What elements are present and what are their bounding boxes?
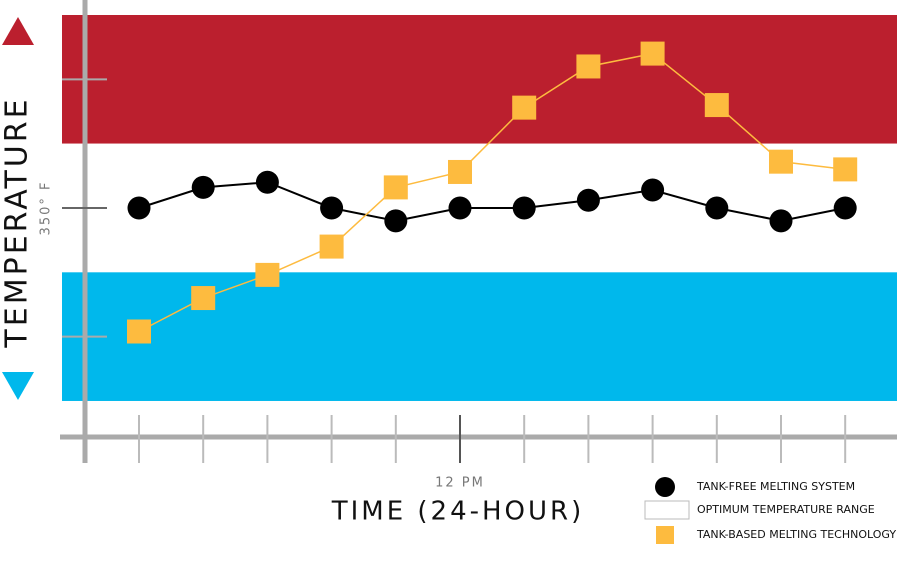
data-point: [512, 196, 536, 220]
data-point: [641, 178, 665, 202]
data-point: [512, 95, 537, 120]
y-axis-label: TEMPERATURE: [0, 96, 35, 348]
data-point: [191, 286, 216, 311]
x-axis-label: TIME (24-HOUR): [331, 497, 585, 527]
legend-label: OPTIMUM TEMPERATURE RANGE: [697, 503, 875, 516]
data-point: [769, 149, 793, 174]
temperature-range: [62, 272, 897, 401]
data-point: [383, 175, 408, 200]
data-point: [384, 209, 408, 233]
data-point: [576, 54, 601, 79]
x-tick-label: 12 PM: [435, 476, 485, 491]
high-arrow: [2, 17, 34, 45]
data-point: [833, 157, 858, 182]
legend-label: TANK-FREE MELTING SYSTEM: [696, 480, 855, 493]
data-point: [319, 234, 344, 259]
data-point: [705, 196, 729, 220]
data-point: [320, 196, 344, 220]
data-point: [255, 170, 279, 194]
data-point: [640, 41, 665, 66]
data-point: [127, 319, 151, 344]
data-point: [576, 188, 600, 212]
low-arrow: [2, 372, 34, 400]
data-point: [127, 196, 151, 220]
temperature-range: [62, 15, 897, 144]
data-point: [704, 93, 729, 118]
data-point: [448, 196, 472, 220]
y-tick-label: 350° F: [39, 181, 54, 236]
data-point: [769, 209, 793, 233]
legend-marker: [644, 500, 690, 520]
legend-label: TANK-BASED MELTING TECHNOLOGY: [696, 528, 896, 541]
legend-marker: [656, 526, 674, 544]
data-point: [833, 196, 857, 220]
data-point: [255, 262, 280, 287]
data-point: [448, 159, 472, 184]
legend-marker: [655, 477, 675, 497]
data-point: [191, 175, 215, 199]
